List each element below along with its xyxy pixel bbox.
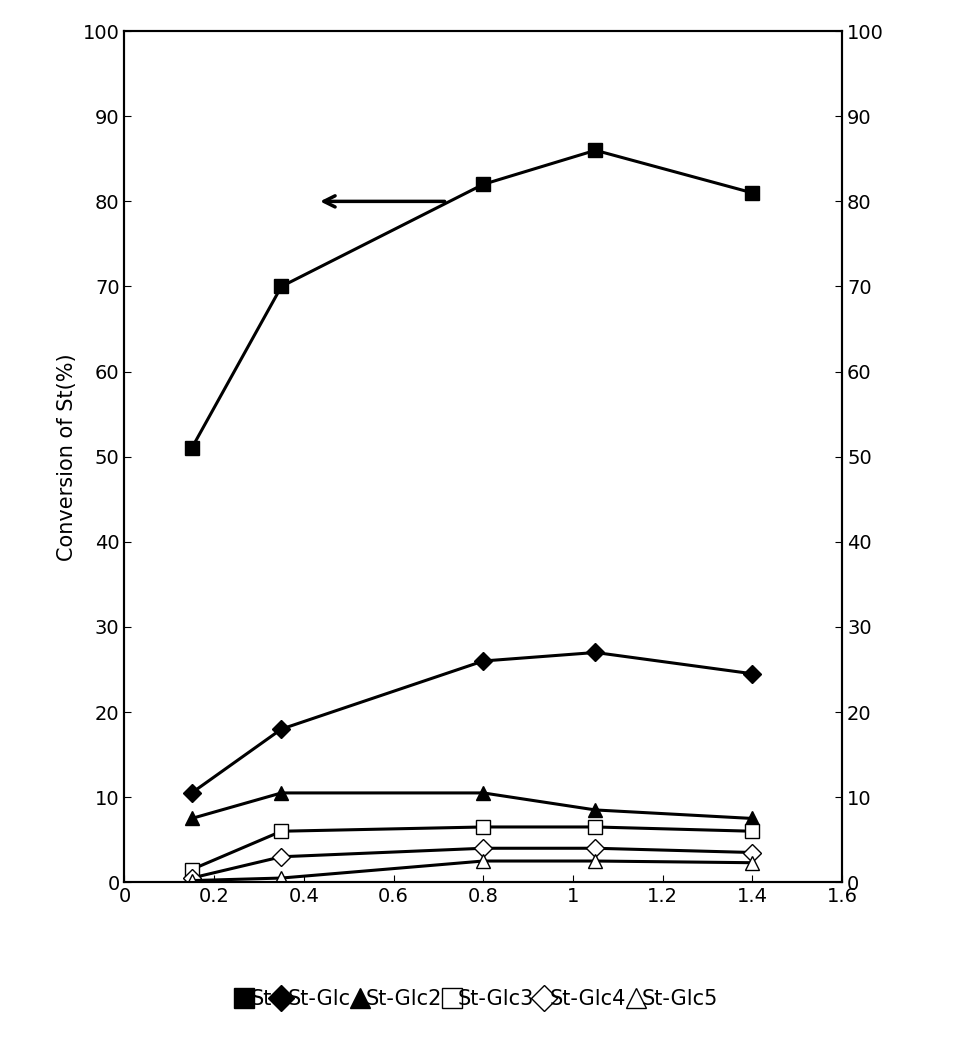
Legend: St, St-Glc, St-Glc2, St-Glc3, St-Glc4, St-Glc5: St, St-Glc, St-Glc2, St-Glc3, St-Glc4, S… (231, 981, 726, 1017)
Y-axis label: Conversion of St(%): Conversion of St(%) (57, 353, 78, 561)
